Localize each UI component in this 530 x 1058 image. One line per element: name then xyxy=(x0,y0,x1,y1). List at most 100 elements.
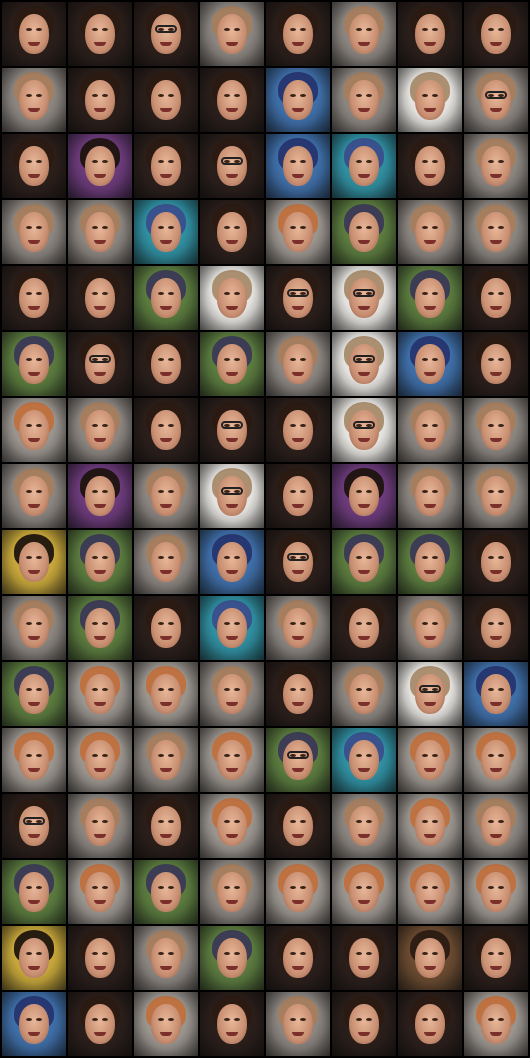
mouth xyxy=(424,240,436,244)
eye xyxy=(422,94,428,97)
face-tile xyxy=(332,200,396,264)
mouth xyxy=(358,108,370,112)
vignette xyxy=(266,266,330,330)
eye xyxy=(92,688,98,691)
vignette xyxy=(2,926,66,990)
face-tile xyxy=(200,2,264,66)
face xyxy=(85,1004,115,1044)
face-tile xyxy=(332,794,396,858)
face xyxy=(151,1004,181,1044)
eye xyxy=(168,160,174,163)
eye xyxy=(36,94,42,97)
face xyxy=(481,608,511,648)
eye xyxy=(356,424,362,427)
mouth xyxy=(226,900,238,904)
mouth xyxy=(358,306,370,310)
face xyxy=(151,674,181,714)
eye xyxy=(432,886,438,889)
face xyxy=(151,212,181,252)
eye xyxy=(234,556,240,559)
mouth xyxy=(226,108,238,112)
vignette xyxy=(200,200,264,264)
mouth xyxy=(358,372,370,376)
eye xyxy=(422,556,428,559)
face-tile xyxy=(134,728,198,792)
mouth xyxy=(358,834,370,838)
eye xyxy=(26,688,32,691)
eye xyxy=(234,226,240,229)
vignette xyxy=(464,794,528,858)
eye xyxy=(158,424,164,427)
face xyxy=(283,872,313,912)
eye xyxy=(92,490,98,493)
eye xyxy=(366,226,372,229)
face-tile xyxy=(266,266,330,330)
face-tile xyxy=(266,596,330,660)
mouth xyxy=(226,174,238,178)
eye xyxy=(224,1018,230,1021)
eye xyxy=(36,952,42,955)
vignette xyxy=(68,926,132,990)
eye xyxy=(432,688,438,691)
face-tile xyxy=(2,794,66,858)
eye xyxy=(432,424,438,427)
eye xyxy=(300,754,306,757)
eye xyxy=(26,820,32,823)
eye xyxy=(234,160,240,163)
eye xyxy=(356,1018,362,1021)
mouth xyxy=(424,702,436,706)
face xyxy=(217,278,247,318)
eye xyxy=(92,820,98,823)
face-tile xyxy=(266,794,330,858)
mouth xyxy=(160,306,172,310)
face xyxy=(151,938,181,978)
eye xyxy=(300,226,306,229)
face-tile xyxy=(266,200,330,264)
mouth xyxy=(490,372,502,376)
face-tile xyxy=(266,728,330,792)
eye xyxy=(356,820,362,823)
vignette xyxy=(200,332,264,396)
mouth xyxy=(160,42,172,46)
vignette xyxy=(134,926,198,990)
face xyxy=(415,674,445,714)
mouth xyxy=(160,834,172,838)
eye xyxy=(102,28,108,31)
face xyxy=(85,146,115,186)
eye xyxy=(488,160,494,163)
mouth xyxy=(424,108,436,112)
vignette xyxy=(398,134,462,198)
mouth xyxy=(28,306,40,310)
face-tile xyxy=(332,860,396,924)
face xyxy=(415,212,445,252)
vignette xyxy=(2,398,66,462)
mouth xyxy=(226,768,238,772)
face-tile xyxy=(266,860,330,924)
vignette xyxy=(398,332,462,396)
face-tile xyxy=(68,332,132,396)
mouth xyxy=(490,504,502,508)
face xyxy=(349,410,379,450)
eye xyxy=(168,292,174,295)
eye xyxy=(488,820,494,823)
eye xyxy=(498,886,504,889)
face-tile xyxy=(398,398,462,462)
eye xyxy=(356,226,362,229)
face-tile xyxy=(134,992,198,1056)
vignette xyxy=(332,68,396,132)
eye xyxy=(366,1018,372,1021)
vignette xyxy=(266,662,330,726)
vignette xyxy=(68,794,132,858)
face xyxy=(415,476,445,516)
face xyxy=(415,146,445,186)
face-tile xyxy=(332,68,396,132)
mouth xyxy=(94,768,106,772)
face xyxy=(19,278,49,318)
vignette xyxy=(332,134,396,198)
face-tile xyxy=(332,926,396,990)
mouth xyxy=(358,900,370,904)
eye xyxy=(366,160,372,163)
eye xyxy=(36,622,42,625)
face xyxy=(85,80,115,120)
vignette xyxy=(332,596,396,660)
